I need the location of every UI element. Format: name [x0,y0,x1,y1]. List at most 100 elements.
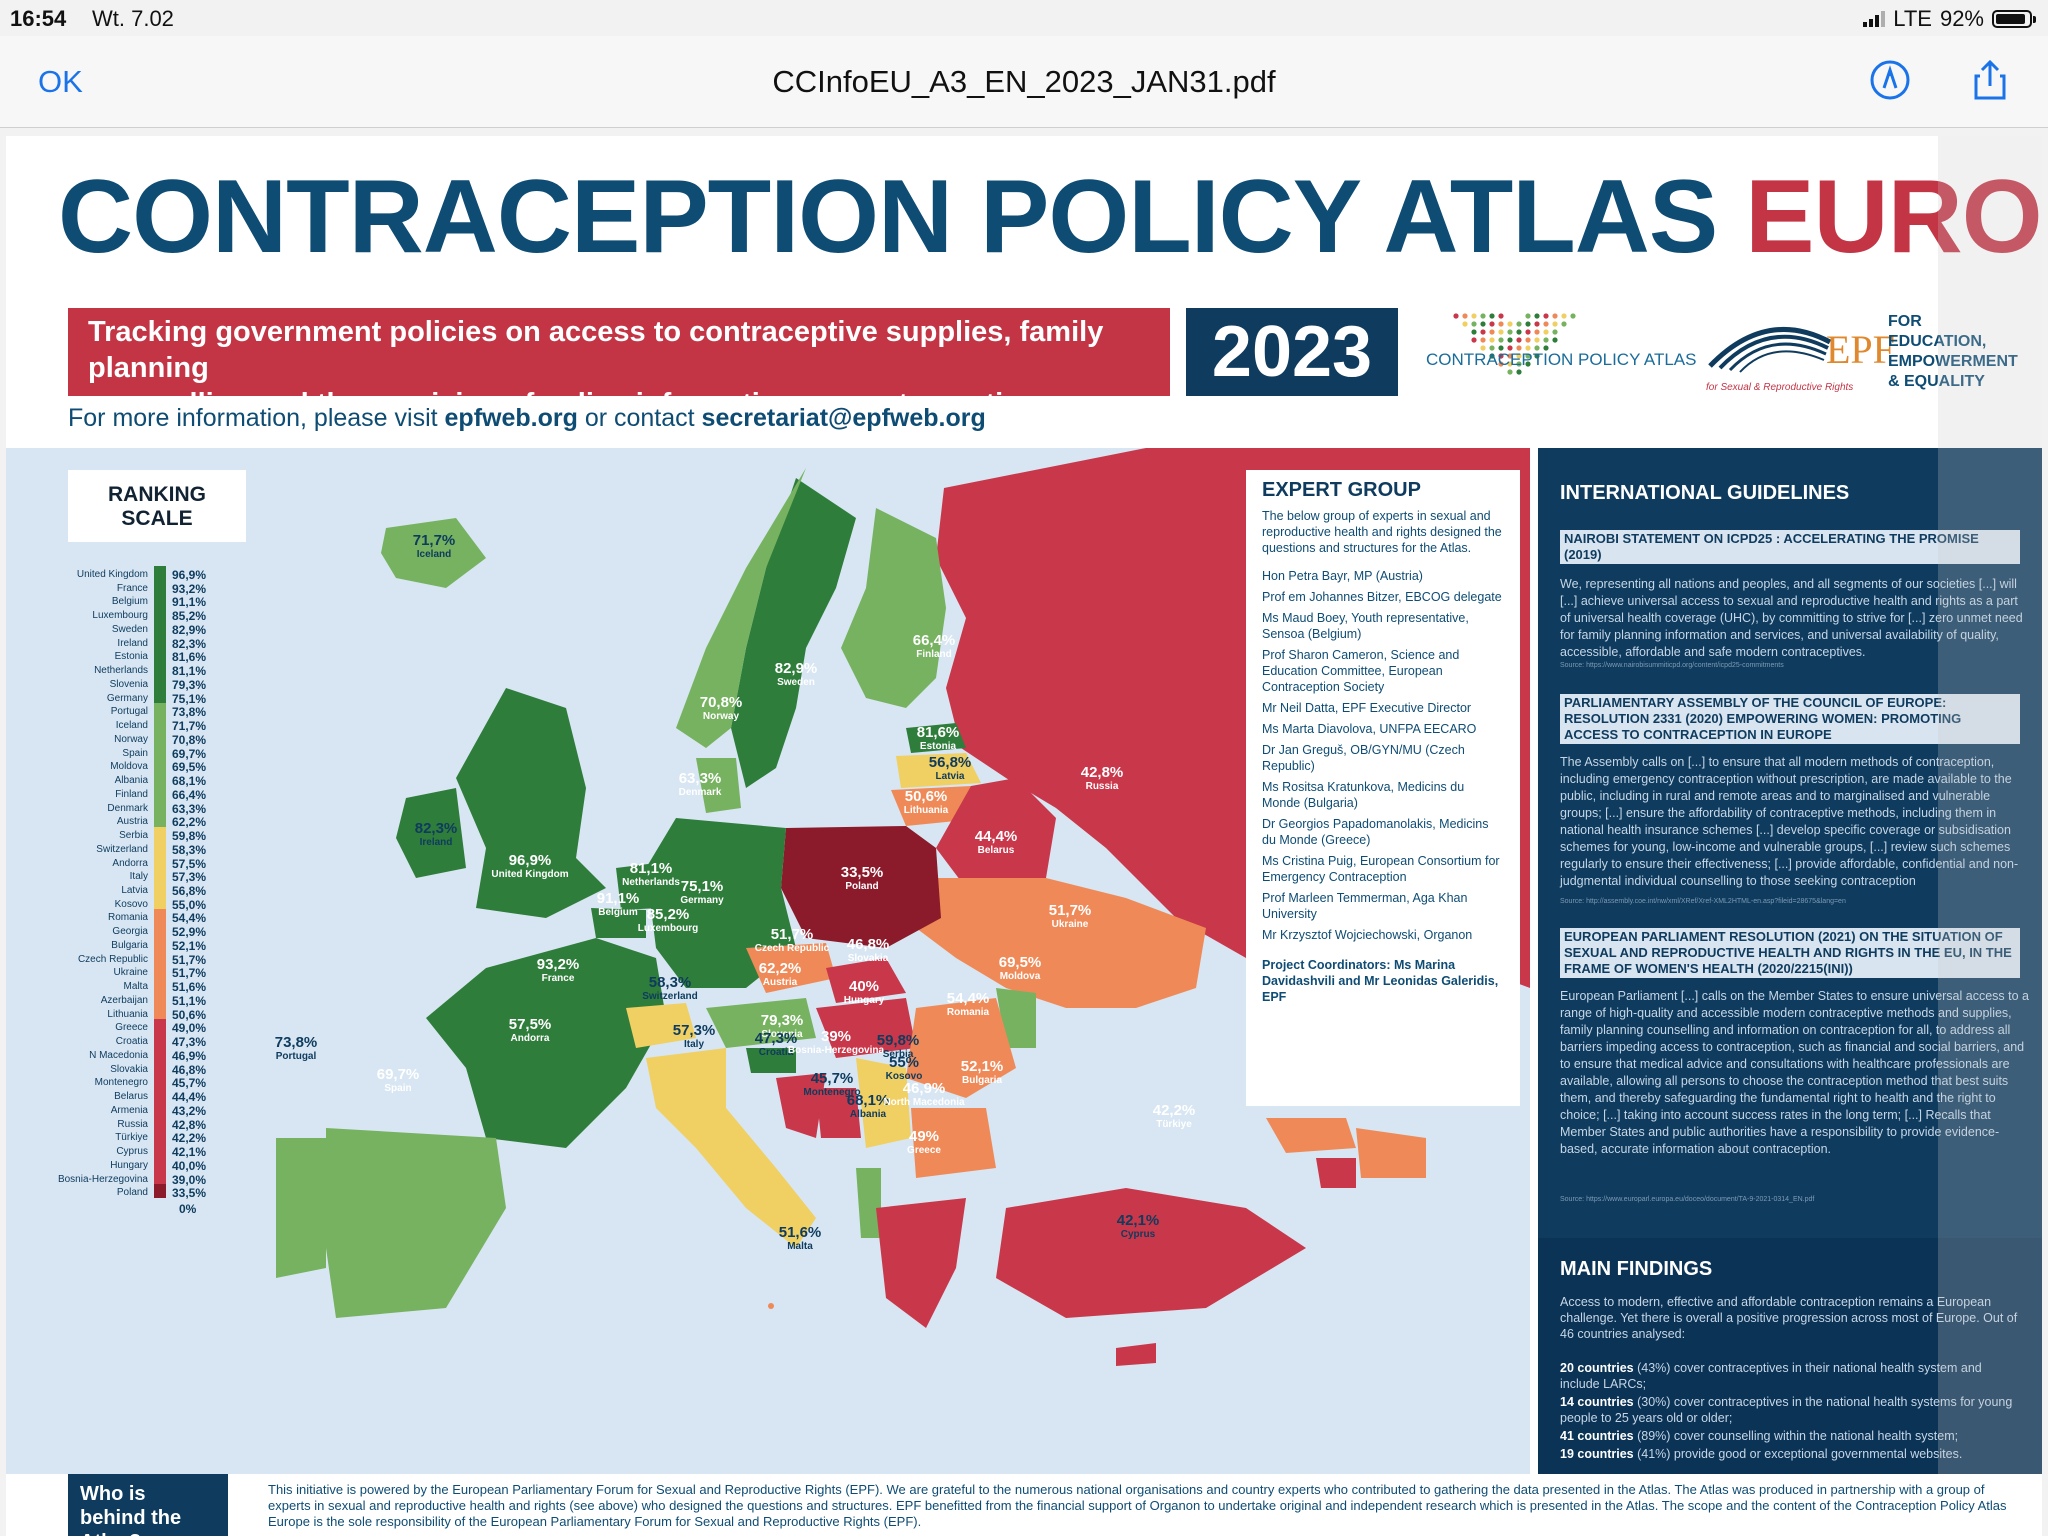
cpa-logo-text: CONTRACEPTION POLICY ATLAS [1426,350,1697,369]
ranking-color-segment [154,593,166,608]
region-turkey [996,1188,1306,1318]
share-icon[interactable] [1966,56,2014,104]
map-label-value: 45,7% [810,1070,854,1087]
epf-logo-text: EPF [1826,327,1895,372]
region-austria [706,998,816,1048]
region-bulgaria [911,1108,996,1178]
ranking-country: Spain [122,747,148,759]
map-label-country: Belarus [977,845,1015,856]
ranking-value: 42,2% [172,1131,207,1146]
footer-text: This initiative is powered by the Europe… [268,1482,2007,1529]
logo-dot [1471,329,1477,335]
expert-member: Prof em Johannes Bitzer, EBCOG delegate [1262,590,1502,604]
map-label-austria: 62,2% Austria [759,961,802,990]
ranking-row: Estonia 81,6% [58,648,233,666]
map-label-value: 68,1% [846,1092,890,1109]
ranking-value: 49,0% [172,1021,207,1036]
ranking-row: Albania 68,1% [58,772,233,790]
ranking-value: 51,7% [172,952,207,967]
nav-bar: OK CCInfoEU_A3_EN_2023_JAN31.pdf [0,36,2048,128]
ok-button[interactable]: OK [38,64,83,99]
map-label-value: 91,1% [596,890,640,907]
map-label-country: Malta [787,1241,813,1252]
map-label-value: 39% [820,1028,852,1045]
ranking-value: 57,5% [172,856,207,871]
map-label-country: Iceland [416,549,452,560]
ranking-row: Spain 69,7% [58,745,233,763]
region-serbia [856,1058,911,1148]
ranking-country: Netherlands [94,665,148,677]
ranking-country: Romania [107,912,148,924]
pdf-page[interactable]: CONTRACEPTION POLICY ATLAS EUROPE Tracki… [6,136,2042,1536]
map-label-value: 81,6% [916,724,960,741]
atlas-title: CONTRACEPTION POLICY ATLAS EUROPE [58,158,2042,277]
region-sweden [731,478,856,788]
ranking-value: 68,1% [172,774,207,789]
ranking-row: Ukraine 51,7% [58,964,233,982]
guideline-1-heading: NAIROBI STATEMENT ON ICPD25 : ACCELERATI… [1560,530,2020,564]
epf-tag-1: FOR EDUCATION, [1888,313,1987,350]
ranking-value: 51,6% [172,980,207,995]
tagline-line1: Tracking government policies on access t… [88,316,1104,384]
ranking-color-segment [154,1074,166,1088]
logo-dot [1516,329,1522,335]
map-label-value: 55% [888,1054,920,1071]
main-findings-title: MAIN FINDINGS [1560,1258,1713,1280]
ranking-value: 81,6% [172,650,207,665]
findings-intro: Access to modern, effective and affordab… [1560,1295,2018,1341]
map-label-country: Slovenia [761,1029,803,1040]
region-albania [856,1168,881,1238]
ranking-row: Iceland 71,7% [58,717,233,735]
markup-icon[interactable] [1866,56,1914,104]
guideline-3-source: Source: https://www.europarl.europa.eu/d… [1560,1196,1815,1203]
ranking-color-segment [154,895,166,910]
ranking-color-segment [154,991,166,1006]
logo-dot [1543,345,1549,351]
logo-dot [1525,345,1531,351]
map-label-value: 85,2% [646,906,690,923]
epf-tagline: FOR EDUCATION, EMPOWERMENT & EQUALITY [1888,312,2018,392]
ranking-row: Sweden 82,9% [58,621,233,639]
ranking-color-segment [154,634,166,649]
logo-dot [1516,321,1522,327]
map-label-country: France [541,973,575,984]
battery-icon [1992,10,2036,28]
map-label-belarus: 44,4% Belarus [975,829,1018,858]
map-label-value: 47,3% [754,1030,798,1047]
region-switzerland [626,1003,696,1048]
logo-dot [1507,345,1513,351]
logo-dot [1525,353,1531,359]
map-label-estonia: 81,6% Estonia [916,724,960,754]
map-label-country: North Macedonia [883,1097,965,1108]
ranking-country: Italy [129,871,148,883]
ranking-row: Russia 42,8% [58,1116,233,1134]
map-label-denmark: 63,3% Denmark [679,771,722,800]
ranking-value: 43,2% [172,1103,207,1118]
map-label-slovenia: 79,3% Slovenia [761,1013,804,1042]
who-is-behind: Who is behind the Atlas? [68,1474,228,1536]
epf-tag-2: EMPOWERMENT [1888,353,2018,370]
ranking-value: 54,4% [172,911,207,926]
ranking-country: Germany [106,692,148,704]
ranking-value: 69,5% [172,760,207,775]
ranking-value: 55,0% [172,897,207,912]
logo-dot [1498,321,1504,327]
map-label-france: 93,2% France [537,957,580,986]
guidelines-panel: INTERNATIONAL GUIDELINES NAIROBI STATEME… [1538,448,2042,1474]
ranking-color-segment [154,675,166,690]
email-link[interactable]: secretariat@epfweb.org [701,404,986,432]
map-label-russia: 42,8% Russia [1081,765,1124,794]
guideline-2-heading: PARLIAMENTARY ASSEMBLY OF THE COUNCIL OF… [1560,694,2020,744]
region-lithuania [891,786,971,826]
website-link[interactable]: epfweb.org [444,404,578,432]
map-label-country: Ireland [419,837,453,848]
region-estonia [906,723,966,753]
region-czech [746,943,836,993]
logo-dot [1552,337,1558,343]
ranking-row: Kosovo 55,0% [58,896,233,914]
ranking-country: Andorra [112,857,148,869]
epf-tag-3: & EQUALITY [1888,373,1985,390]
ranking-country: Serbia [119,830,148,842]
tagline-box: Tracking government policies on access t… [68,308,1170,420]
map-label-malta: 51,6% Malta [779,1225,822,1254]
